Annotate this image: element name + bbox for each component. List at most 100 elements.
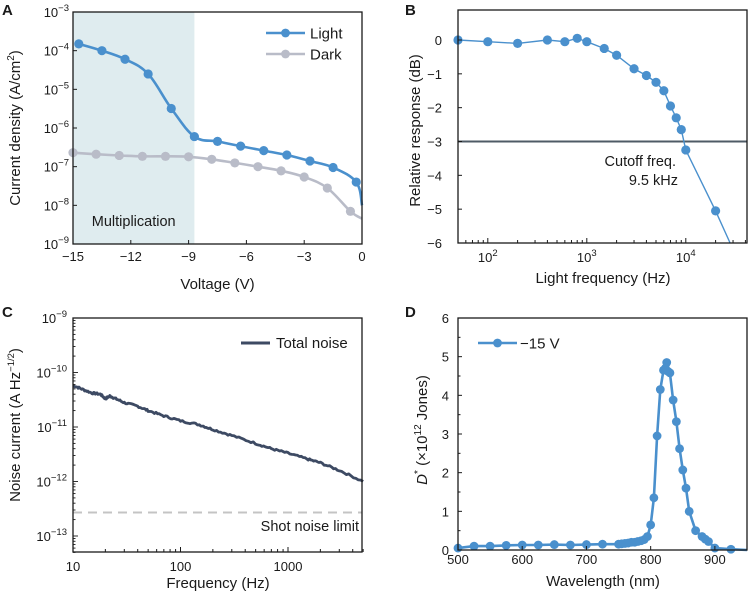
legend-label: −15 V — [520, 336, 560, 353]
y-tick-label: 10−10 — [36, 364, 67, 381]
legend-marker — [281, 49, 290, 59]
x-tick-label: 500 — [447, 552, 469, 567]
data-point-light — [212, 136, 223, 147]
y-tick-label: 10−3 — [44, 3, 69, 20]
y-tick-label: −2 — [427, 101, 442, 116]
data-point — [662, 358, 672, 367]
data-point-dark — [91, 149, 101, 159]
data-point — [671, 417, 681, 427]
data-point-dark — [322, 183, 332, 193]
y-tick-label: 10−4 — [44, 42, 69, 59]
data-point-light — [166, 103, 176, 114]
data-point — [652, 431, 662, 441]
x-tick-label: 700 — [576, 552, 598, 567]
data-point-light — [351, 177, 361, 187]
data-point — [659, 86, 669, 96]
panel-label-a: A — [2, 2, 13, 19]
legend-label: Total noise — [276, 335, 348, 352]
data-point — [582, 540, 591, 549]
data-point — [726, 544, 736, 554]
data-point-dark — [114, 150, 124, 161]
data-point-light — [97, 46, 107, 56]
legend-marker — [493, 338, 502, 348]
y-tick-label: 4 — [442, 388, 449, 403]
data-point-light — [120, 54, 130, 64]
data-point — [681, 483, 691, 493]
y-tick-label: 1 — [442, 504, 449, 519]
x-axis-title: Wavelength (nm) — [546, 573, 660, 590]
x-tick-label: −9 — [181, 249, 196, 264]
legend-label: Light — [310, 26, 343, 43]
y-tick-label: 6 — [442, 311, 449, 326]
data-point — [501, 540, 511, 550]
y-tick-label: 10−13 — [36, 527, 67, 544]
y-tick-label: 5 — [442, 350, 449, 365]
legend-marker — [281, 28, 290, 38]
x-tick-label: −6 — [239, 249, 254, 264]
data-point — [517, 540, 527, 550]
y-tick-label: 10−5 — [44, 80, 69, 97]
x-axis-title: Light frequency (Hz) — [535, 270, 670, 287]
panel-label-b: B — [405, 2, 416, 19]
shot-noise-label: Shot noise limit — [261, 519, 359, 535]
x-axis-title: Voltage (V) — [180, 276, 254, 293]
x-tick-label: 900 — [704, 552, 726, 567]
data-point-dark — [253, 162, 263, 172]
data-point — [646, 520, 656, 530]
data-point — [572, 33, 582, 43]
data-point — [684, 506, 694, 516]
data-point — [598, 539, 607, 549]
data-point — [643, 532, 652, 541]
data-point-dark — [184, 152, 194, 162]
y-tick-label: 10−7 — [44, 158, 69, 175]
x-tick-label: −15 — [62, 249, 84, 264]
data-point — [678, 465, 688, 475]
data-point-dark — [299, 172, 309, 182]
panel-a: Multiplication 10−9 10−8 10−7 10−6 10−5 10−4 10… — [2, 2, 366, 293]
y-tick-label: −3 — [427, 135, 442, 150]
y-axis-title: Current density (A/cm2) — [6, 50, 24, 206]
data-point — [668, 395, 678, 405]
x-tick-label: −12 — [120, 249, 142, 264]
y-tick-label: −4 — [427, 168, 442, 183]
x-tick-label: 0 — [358, 249, 365, 264]
data-point-dark — [276, 166, 286, 176]
data-point — [565, 540, 575, 550]
panel-label-d: D — [405, 304, 416, 321]
plot-frame — [457, 317, 748, 551]
y-tick-label: 0 — [435, 33, 442, 48]
legend-label: Dark — [310, 47, 342, 64]
data-point-dark — [207, 154, 217, 164]
data-point — [711, 206, 721, 216]
plot-frame — [72, 317, 363, 553]
data-point — [691, 526, 701, 536]
y-tick-label: 2 — [442, 466, 449, 481]
y-tick-label: 0 — [442, 543, 449, 558]
data-point — [560, 37, 570, 47]
data-point — [681, 145, 691, 155]
y-tick-label: 10−11 — [37, 418, 67, 435]
x-tick-label: 104 — [676, 248, 696, 265]
plot-frame — [457, 9, 748, 244]
total-noise-line — [72, 384, 364, 483]
x-tick-label: 1000 — [274, 559, 303, 574]
data-point — [655, 385, 665, 394]
data-point — [599, 43, 609, 54]
y-tick-label: 10−12 — [36, 473, 67, 490]
y-tick-label: 10−8 — [44, 196, 69, 213]
data-point — [629, 64, 639, 74]
data-point — [483, 37, 493, 47]
panel-label-c: C — [2, 304, 13, 321]
y-axis-title: Relative response (dB) — [407, 54, 424, 207]
data-point-dark — [230, 158, 240, 168]
panel-d: 0 1 2 3 4 5 6 500 600 700 800 900 Wavelength (nm) D* … — [405, 304, 748, 590]
data-point-light — [189, 131, 199, 142]
data-point-light — [282, 150, 292, 160]
data-point-light — [305, 156, 315, 166]
y-tick-label: 10−6 — [44, 119, 69, 136]
data-point — [612, 50, 622, 60]
data-point — [665, 368, 675, 378]
cutoff-annotation-value: 9.5 kHz — [629, 173, 678, 189]
data-point-light — [74, 39, 84, 49]
